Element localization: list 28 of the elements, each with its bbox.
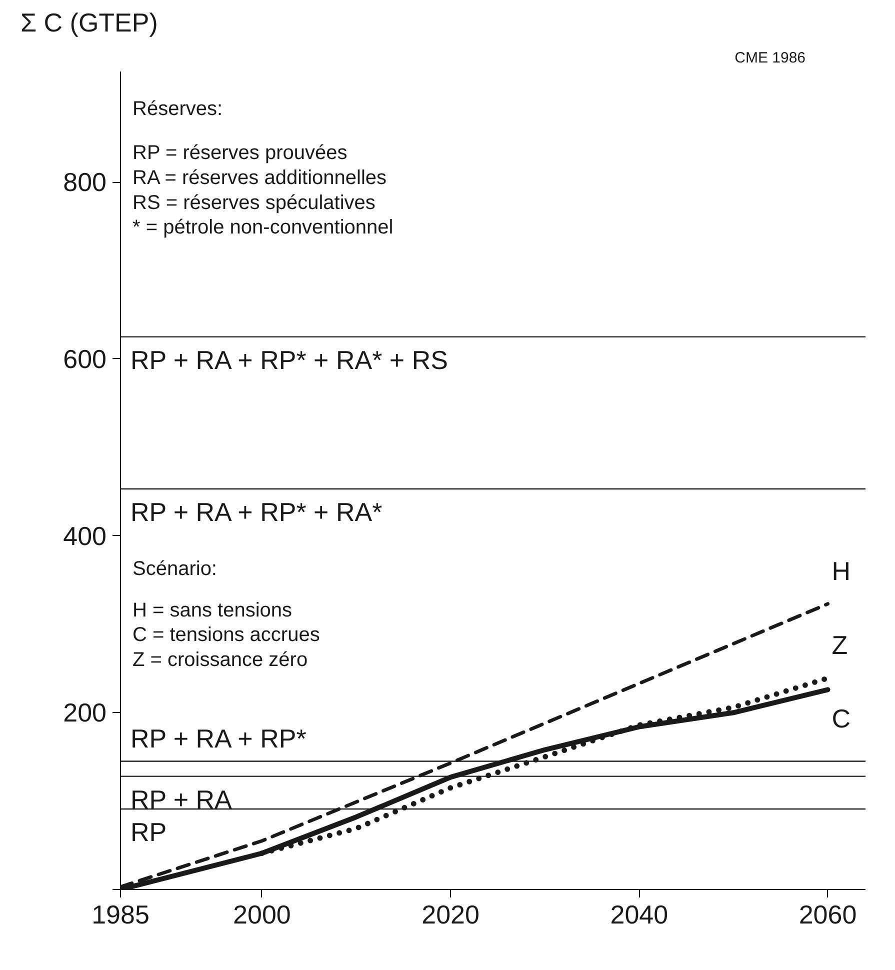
annotation: RA = réserves additionnelles: [132, 167, 387, 190]
x-tick-label: 2020: [422, 900, 480, 930]
ref-line-label: RP + RA + RP*: [130, 723, 306, 754]
ref-line-label: RP + RA + RP* + RA* + RS: [130, 344, 448, 375]
ref-line-label: RP + RA + RP* + RA*: [130, 496, 382, 527]
x-tick-label: 2060: [798, 900, 857, 930]
annotation: RS = réserves spéculatives: [132, 192, 376, 214]
ref-line-label: RP: [130, 817, 167, 848]
ref-line-label: RP + RA: [130, 784, 233, 814]
x-tick-label: 2000: [233, 900, 291, 930]
text: CME 1986: [734, 50, 806, 66]
annotation: RP = réserves prouvées: [132, 142, 348, 164]
y-tick-label: 800: [63, 167, 107, 198]
y-axis-title: Σ C (GTEP): [20, 8, 158, 38]
annotation: Z = croissance zéro: [132, 648, 308, 671]
y-tick-label: 600: [63, 344, 107, 374]
x-tick-label: 1985: [92, 900, 150, 930]
series-label: Z: [832, 630, 848, 660]
x-tick-label: 2040: [610, 900, 668, 930]
y-tick-label: 400: [63, 520, 107, 551]
annotation: C = tensions accrues: [132, 624, 320, 646]
series-label: H: [832, 556, 851, 586]
annotation: Réserves:: [132, 98, 223, 120]
annotation: H = sans tensions: [132, 599, 292, 622]
y-tick-label: 200: [63, 698, 107, 728]
annotation: Scénario:: [132, 558, 217, 580]
annotation: * = pétrole non-conventionnel: [132, 216, 394, 239]
series-label: C: [832, 704, 851, 734]
